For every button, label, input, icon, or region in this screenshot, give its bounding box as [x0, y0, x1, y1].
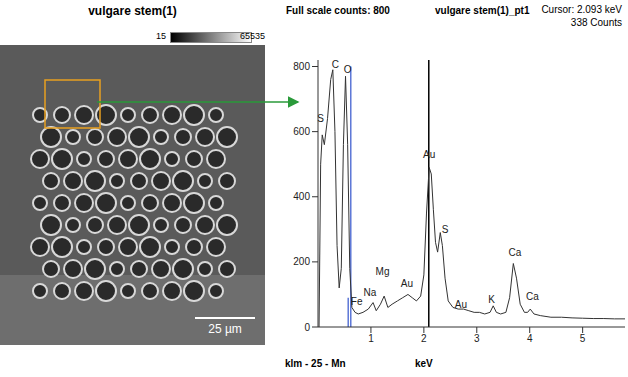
- svg-text:S: S: [317, 113, 324, 124]
- html-text:Cursor: 2.093 keV: Cursor: 2.093 keV: [541, 4, 622, 15]
- html-text:Full scale counts: 800: Full scale counts: 800: [286, 5, 390, 16]
- svg-text:Mg: Mg: [376, 266, 390, 277]
- html-text:65535: 65535: [240, 31, 265, 41]
- svg-text:Au: Au: [423, 149, 435, 160]
- svg-text:K: K: [488, 294, 495, 305]
- svg-text:600: 600: [293, 126, 310, 137]
- svg-text:200: 200: [293, 256, 310, 267]
- svg-text:3: 3: [474, 333, 480, 344]
- svg-text:C: C: [332, 59, 339, 70]
- svg-text:Au: Au: [401, 278, 413, 289]
- svg-text:Fe: Fe: [351, 296, 363, 307]
- html-text:15: 15: [156, 31, 166, 41]
- svg-text:400: 400: [293, 191, 310, 202]
- svg-text:Au: Au: [455, 299, 467, 310]
- svg-text:Ca: Ca: [509, 247, 522, 258]
- html-text:vulgare stem(1): vulgare stem(1): [88, 4, 177, 18]
- svg-text:4: 4: [527, 333, 533, 344]
- svg-text:Na: Na: [363, 287, 376, 298]
- svg-text:O: O: [344, 64, 352, 75]
- svg-text:2: 2: [421, 333, 427, 344]
- svg-text:Ca: Ca: [526, 291, 539, 302]
- svg-text:0: 0: [304, 322, 310, 333]
- html-text:338 Counts: 338 Counts: [570, 17, 622, 28]
- html-text:klm - 25 - Mn: klm - 25 - Mn: [285, 358, 346, 369]
- html-text:vulgare stem(1)_pt1: vulgare stem(1)_pt1: [435, 5, 530, 16]
- svg-text:1: 1: [368, 333, 374, 344]
- html-text:keV: keV: [415, 358, 433, 369]
- svg-text:5: 5: [580, 333, 586, 344]
- svg-text:S: S: [442, 224, 449, 235]
- html-text:25 µm: 25 µm: [208, 322, 242, 336]
- svg-text:800: 800: [293, 61, 310, 72]
